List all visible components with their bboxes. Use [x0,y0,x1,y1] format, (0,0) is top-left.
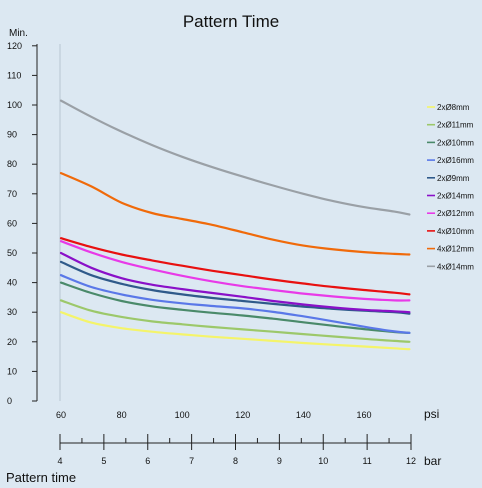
bar-tick-label: 11 [362,456,371,466]
series-line-2x-11mm [59,299,411,343]
y-tick-label: 120 [7,41,22,51]
series-line-2x-9mm [59,260,411,315]
y-tick-label: 80 [7,159,17,169]
y-tick-label: 90 [7,130,17,140]
legend-entry-label: 2xØ8mm [437,103,470,112]
bar-tick-label: 12 [406,456,416,466]
legend-entry-label: 2xØ12mm [437,209,474,218]
y-tick-label: 40 [7,278,17,288]
y-tick-label: 60 [7,218,17,228]
y-tick-label: 50 [7,248,17,258]
y-tick-label: 70 [7,189,17,199]
bar-unit-label: bar [424,454,441,468]
psi-tick-label: 80 [117,410,127,420]
y-tick-label: 0 [7,396,12,406]
series-line-4x-12mm [59,172,411,256]
psi-tick-label: 140 [296,410,311,420]
bar-tick-label: 5 [101,456,106,466]
legend-entry-label: 2xØ11mm [437,121,474,130]
series-line-2x-12mm [59,240,411,302]
legend-entry-label: 2xØ14mm [437,192,474,201]
series-line-4x-10mm [59,237,411,296]
y-tick-label: 20 [7,337,17,347]
bar-tick-label: 9 [277,456,282,466]
legend-entry-label: 2xØ9mm [437,174,470,183]
bar-tick-label: 10 [318,456,328,466]
y-tick-label: 30 [7,307,17,317]
legend-entry-label: 2xØ16mm [437,156,474,165]
legend-entry-label: 4xØ10mm [437,227,474,236]
legend-entry-label: 4xØ14mm [437,262,474,271]
chart-caption: Pattern time [6,470,77,485]
psi-axis: 60 80 100 120 140 160 psi [56,407,439,421]
y-axis-label: Min. [9,28,28,39]
bar-tick-label: 4 [57,456,62,466]
psi-tick-label: 60 [56,410,66,420]
bar-axis: 4 5 6 7 8 9 10 11 12 bar [57,434,441,468]
series-line-2x-8mm [59,311,411,351]
y-tick-label: 110 [7,70,21,80]
series-line-2x-14mm [59,251,411,314]
legend-entry-label: 4xØ12mm [437,245,474,254]
psi-tick-label: 160 [356,410,371,420]
y-tick-label: 100 [7,100,22,110]
bar-tick-label: 7 [189,456,194,466]
y-axis: 0 10 20 30 40 50 60 70 80 90 100 110 120 [7,41,61,406]
bar-tick-label: 8 [233,456,238,466]
chart-title: Pattern Time [183,12,279,31]
series-line-2x-16mm [59,274,411,334]
y-tick-label: 10 [7,366,17,376]
series-lines [59,99,411,351]
psi-tick-label: 120 [235,410,250,420]
series-line-4x-14mm [59,99,411,216]
series-line-2x-10mm [59,281,411,334]
legend: 2xØ8mm 2xØ11mm 2xØ10mm 2xØ16mm 2xØ9mm 2xØ14mm… [427,103,474,271]
bar-tick-label: 6 [145,456,150,466]
psi-tick-label: 100 [175,410,190,420]
legend-entry-label: 2xØ10mm [437,138,474,147]
psi-unit-label: psi [424,407,439,421]
